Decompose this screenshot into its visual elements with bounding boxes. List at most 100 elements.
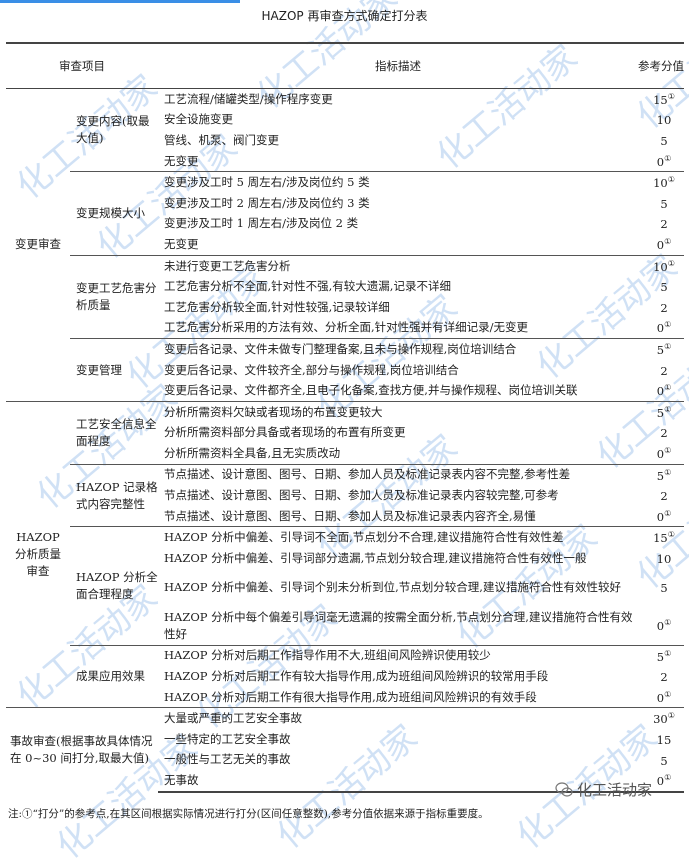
indicator-desc: 无事故	[158, 770, 638, 793]
score-value: 10	[656, 551, 672, 566]
score-value: 5	[656, 405, 665, 420]
table-row: HAZOP 记录格式内容完整性 节点描述、设计意图、图号、日期、参加人员及标准记录…	[6, 463, 684, 527]
table-row: 管线、机泵、阀门变更 5	[6, 130, 684, 151]
indicator-desc: HAZOP 分析中偏差、引导词部分遗漏,节点划分较合理,建议措施符合性有效性一般	[164, 550, 587, 565]
note-mark: ①	[667, 258, 675, 268]
table-row: HAZOP 分析中每个偏差引导词毫无遗漏的按需全面分析,节点划分合理,建议措施符…	[6, 607, 684, 646]
indicator-desc: 变更涉及工时 1 周左右/涉及岗位 2 类	[164, 216, 359, 231]
table-row: 事故审查(根据事故具体情况在 0~30 间打分,取最大值) 大量或严重的工艺安全事…	[6, 707, 684, 792]
table-row: HAZOP 分析中偏差、引导词个别未分析到位,节点划分较合理,建议措施符合性有效…	[6, 569, 684, 607]
score-cell: 5①	[638, 644, 684, 667]
score-value: 5	[656, 649, 665, 664]
table-row: HAZOP 分析中偏差、引导词部分遗漏,节点划分较合理,建议措施符合性有效性一般…	[6, 548, 684, 569]
table-row: 一些特定的工艺安全事故 15	[6, 729, 684, 750]
note-mark: ①	[664, 320, 672, 330]
group-name: HAZOP 分析全面合理程度	[70, 526, 158, 646]
indicator-desc: 节点描述、设计意图、图号、日期、参加人员及标准记录表内容齐全,易懂	[164, 508, 536, 523]
indicator-desc: 变更涉及工时 2 周左右/涉及岗位约 3 类	[164, 195, 370, 210]
note-mark: ①	[664, 404, 672, 414]
table-row: 分析所需资料部分具备或者现场的布置有所变更 2	[6, 423, 684, 444]
score-cell: 5	[638, 130, 684, 151]
indicator-desc: 分析所需资料部分具备或者现场的布置有所变更	[164, 425, 406, 440]
score-cell: 15①	[638, 526, 684, 549]
indicator-desc: 分析所需资料欠缺或者现场的布置变更较大	[158, 400, 638, 423]
score-cell: 0①	[638, 506, 684, 527]
indicator-desc: HAZOP 分析中偏差、引导词不全面,节点划分不合理,建议措施符合性有效性差	[158, 526, 638, 549]
score-value: 5	[656, 342, 665, 357]
group-name: 变更规模大小	[70, 171, 158, 256]
indicator-desc: HAZOP 分析对后期工作有较大指导作用,成为班组间风险辨识的较常用手段	[164, 669, 549, 684]
header-score: 参考分值	[638, 42, 684, 89]
wechat-icon	[555, 781, 573, 797]
note-mark: ①	[667, 91, 675, 101]
note-mark: ①	[664, 383, 672, 393]
score-value: 2	[660, 363, 668, 378]
table-row: 变更涉及工时 2 周左右/涉及岗位约 3 类 5	[6, 193, 684, 214]
score-value: 10	[653, 259, 668, 274]
score-cell: 5	[638, 193, 684, 214]
score-cell: 2	[638, 666, 684, 687]
score-value: 30	[653, 712, 668, 727]
table-row: 成果应用效果 HAZOP 分析对后期工作指导作用不大,班组间风险辨识使用较少 5①	[6, 644, 684, 708]
table-row: 变更后各记录、文件都齐全,且电子化备案,查找方便,并与操作规程、岗位培训关联 0①	[6, 380, 684, 401]
table-row: 无事故 0①	[6, 770, 684, 793]
score-cell: 10	[638, 110, 684, 131]
indicator-desc: HAZOP 分析对后期工作有很大指导作用,成为班组间风险辨识的有效手段	[164, 689, 537, 704]
score-cell: 30①	[638, 707, 684, 730]
score-cell: 10①	[638, 254, 684, 277]
score-cell: 15①	[638, 89, 684, 110]
score-cell: 10①	[638, 171, 684, 193]
score-cell: 0①	[638, 687, 684, 708]
indicator-desc: 分析所需资料全具备,且无实质改动	[164, 445, 341, 460]
indicator-desc: 大量或严重的工艺安全事故	[158, 707, 638, 730]
score-value: 2	[660, 426, 668, 441]
section-name: 事故审查(根据事故具体情况在 0~30 间打分,取最大值)	[6, 707, 158, 792]
score-cell: 2	[638, 423, 684, 444]
score-value: 5	[660, 753, 668, 768]
score-value: 0	[656, 509, 665, 524]
score-value: 15	[656, 732, 672, 747]
group-name: 变更工艺危害分析质量	[70, 254, 158, 339]
score-value: 0	[656, 690, 665, 705]
table-row: 节点描述、设计意图、图号、日期、参加人员及标准记录表内容较完整,可参考 2	[6, 485, 684, 506]
note-mark: ①	[664, 773, 672, 783]
score-cell: 0①	[638, 151, 684, 172]
indicator-desc: 未进行变更工艺危害分析	[158, 254, 638, 277]
footnote: 注:①“打分”的参考点,在其区间根据实际情况进行打分(区间任意整数),参考分值依…	[8, 808, 489, 820]
top-accent-bar	[0, 0, 240, 3]
score-cell: 5①	[638, 400, 684, 423]
note-mark: ①	[664, 153, 672, 163]
table-row: HAZOP 分析对后期工作有较大指导作用,成为班组间风险辨识的较常用手段 2	[6, 666, 684, 687]
indicator-desc: 变更后各记录、文件未做专门整理备案,且未与操作规程,岗位培训结合	[158, 338, 638, 360]
indicator-desc: 工艺危害分析不全面,针对性不强,有较大遗漏,记录不详细	[164, 279, 451, 294]
table-row: HAZOP 分析全面合理程度 HAZOP 分析中偏差、引导词不全面,节点划分不合理…	[6, 526, 684, 646]
score-value: 10	[656, 113, 672, 128]
table-row: 工艺危害分析较全面,针对性较强,记录较详细 2	[6, 297, 684, 318]
score-value: 2	[660, 300, 668, 315]
indicator-desc: 安全设施变更	[164, 112, 233, 127]
table-row: 节点描述、设计意图、图号、日期、参加人员及标准记录表内容齐全,易懂 0①	[6, 506, 684, 527]
score-cell: 0①	[638, 234, 684, 255]
table-row: 变更涉及工时 1 周左右/涉及岗位 2 类 2	[6, 214, 684, 235]
indicator-desc: 节点描述、设计意图、图号、日期、参加人员及标准记录表内容较完整,可参考	[164, 488, 559, 503]
scoring-table: 审查项目 指标描述 参考分值 变更审查 变更内容(取最大值) 工艺流程/储罐类型/操…	[6, 42, 684, 793]
note-mark: ①	[667, 711, 675, 721]
score-cell: 5	[638, 569, 684, 607]
indicator-desc: HAZOP 分析对后期工作指导作用不大,班组间风险辨识使用较少	[158, 644, 638, 667]
table-row: 变更工艺危害分析质量 未进行变更工艺危害分析 10①	[6, 254, 684, 339]
score-value: 10	[653, 176, 668, 191]
table-row: 变更规模大小 变更涉及工时 5 周左右/涉及岗位约 5 类 10①	[6, 171, 684, 256]
note-mark: ①	[664, 467, 672, 477]
score-cell: 15	[638, 729, 684, 750]
header-row: 审查项目 指标描述 参考分值	[6, 42, 684, 89]
indicator-desc: 工艺危害分析采用的方法有效、分析全面,针对性强并有详细记录/无变更	[164, 320, 529, 335]
score-cell: 2	[638, 297, 684, 318]
group-name: 成果应用效果	[70, 644, 158, 708]
note-mark: ①	[667, 530, 675, 540]
score-cell: 0①	[638, 770, 684, 793]
score-cell: 2	[638, 214, 684, 235]
score-value: 0	[656, 321, 665, 336]
table-row: 变更审查 变更内容(取最大值) 工艺流程/储罐类型/操作程序变更 15①	[6, 89, 684, 252]
score-cell: 10	[638, 548, 684, 569]
note-mark: ①	[664, 689, 672, 699]
